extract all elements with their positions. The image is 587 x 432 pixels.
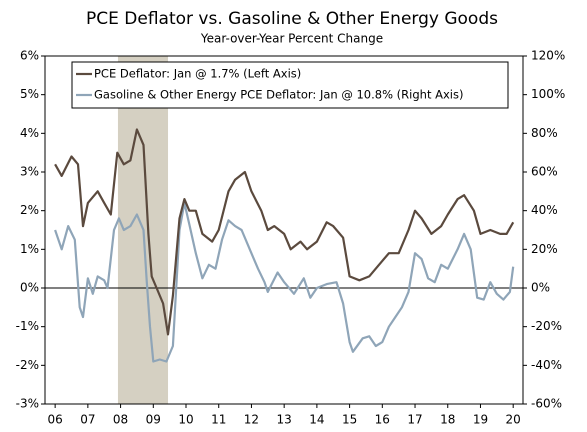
x-tick-label: 14 [309,413,324,427]
y-tick-label: 5% [20,87,39,101]
x-tick-label: 10 [178,413,193,427]
y2-tick-label: 60% [531,165,558,179]
x-tick-label: 15 [342,413,357,427]
y-tick-label: 6% [20,49,39,63]
legend-box [71,61,509,109]
x-tick-label: 13 [277,413,292,427]
y-tick-label: 2% [20,203,39,217]
y-tick-label: 0% [20,281,39,295]
y2-tick-label: 40% [531,203,558,217]
chart-subtitle: Year-over-Year Percent Change [200,32,383,46]
x-tick-label: 19 [473,413,488,427]
x-tick-label: 12 [244,413,259,427]
x-tick-label: 18 [440,413,455,427]
y2-tick-label: -40% [531,358,562,372]
x-tick-label: 09 [146,413,161,427]
series-line [54,201,515,363]
x-tick-label: 07 [80,413,95,427]
y-tick-label: -2% [16,358,39,372]
x-tick-label: 16 [375,413,390,427]
y2-tick-label: 120% [531,49,565,63]
x-tick-label: 06 [48,413,63,427]
y2-tick-label: -60% [531,397,562,411]
y2-tick-label: -20% [531,319,562,333]
series-line [54,128,515,336]
y-tick-label: 1% [20,242,39,256]
y-tick-label: 4% [20,126,39,140]
legend-label: PCE Deflator: Jan @ 1.7% (Left Axis) [94,67,301,81]
chart-title: PCE Deflator vs. Gasoline & Other Energy… [86,9,498,29]
y2-tick-label: 0% [531,281,550,295]
y2-tick-label: 100% [531,87,565,101]
x-tick-label: 11 [211,413,226,427]
legend-label: Gasoline & Other Energy PCE Deflator: Ja… [94,88,463,102]
y-tick-label: -1% [16,319,39,333]
y2-tick-label: 20% [531,242,558,256]
y-tick-label: 3% [20,165,39,179]
y-tick-label: -3% [16,397,39,411]
y2-tick-label: 80% [531,126,558,140]
x-tick-label: 20 [506,413,521,427]
x-tick-label: 17 [407,413,422,427]
x-tick-label: 08 [113,413,128,427]
